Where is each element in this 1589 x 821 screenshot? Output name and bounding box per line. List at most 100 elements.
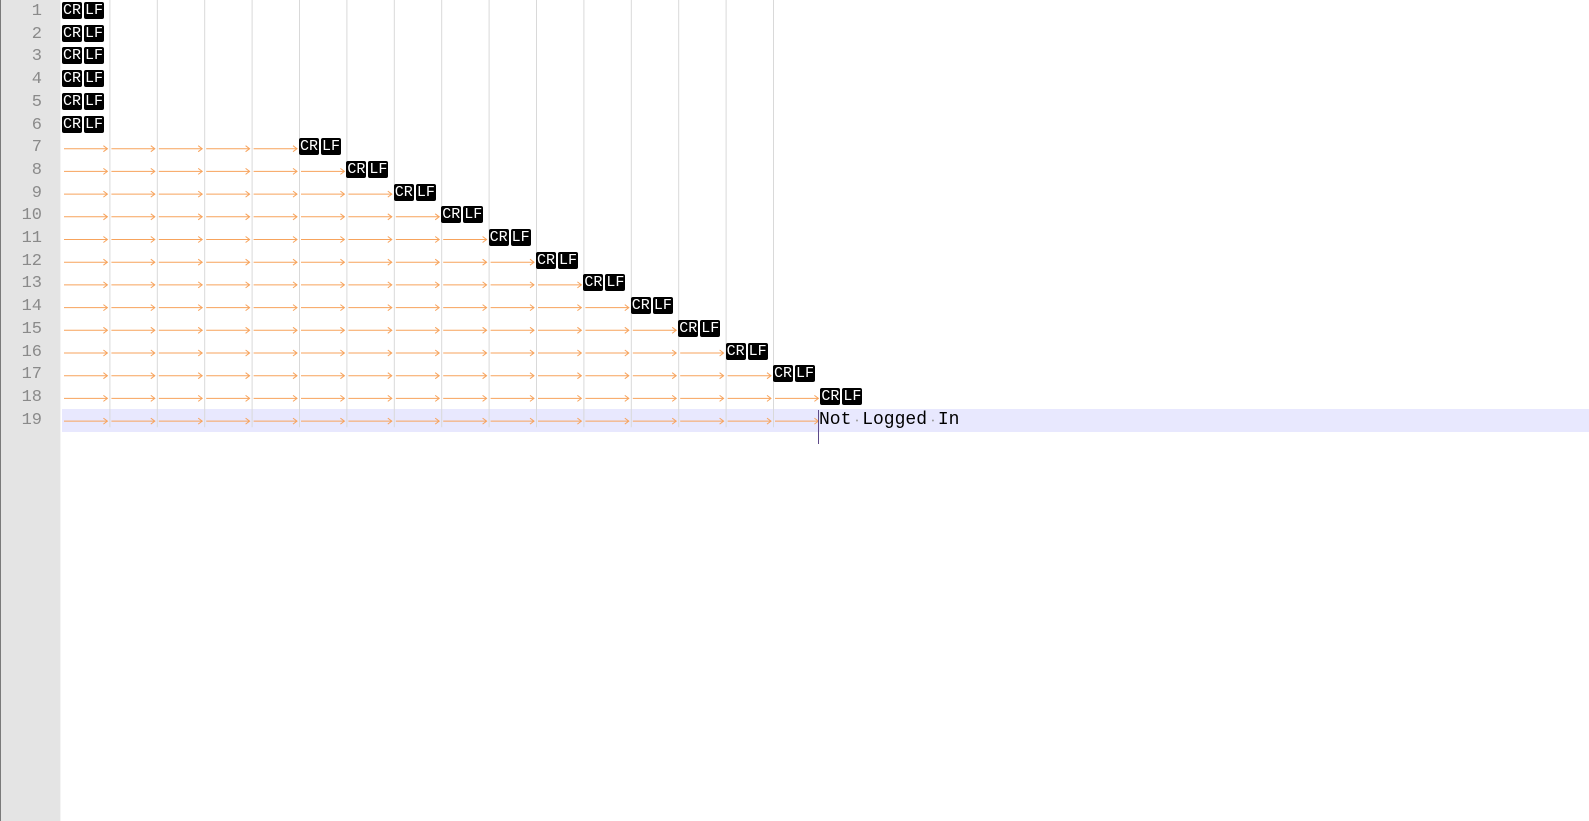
tab-arrow — [348, 417, 393, 425]
tab-arrow — [395, 394, 441, 402]
tab-arrow — [538, 281, 583, 289]
cr-token: CR — [725, 342, 746, 360]
tab-arrow — [348, 236, 393, 243]
tab-arrow — [395, 281, 441, 289]
tab-arrow — [727, 372, 772, 380]
tab-arrow — [111, 190, 156, 198]
tab-arrow — [111, 145, 156, 153]
tab-arrow — [158, 372, 204, 380]
tab-arrow — [585, 349, 630, 357]
eol-marker: CR LF — [725, 342, 768, 360]
cr-token: CR — [62, 70, 83, 88]
tab-arrow — [443, 349, 488, 357]
tab-arrow — [64, 417, 109, 425]
lf-token: LF — [842, 387, 863, 405]
tab-arrow — [395, 326, 441, 334]
tab-arrow — [490, 281, 535, 289]
line-number: 8 — [31, 160, 42, 180]
lf-token: LF — [321, 138, 342, 156]
tab-arrow — [538, 417, 583, 425]
tab-arrow — [206, 281, 251, 289]
tab-arrow — [301, 372, 346, 380]
tab-arrow — [490, 372, 535, 380]
tab-arrow — [158, 167, 204, 175]
tab-arrow — [301, 304, 346, 312]
tab-arrow — [585, 304, 630, 312]
tab-arrow — [158, 417, 204, 425]
line-number: 12 — [21, 251, 42, 271]
line-number: 16 — [21, 342, 42, 362]
line-number: 7 — [31, 138, 42, 158]
tab-arrow — [348, 281, 393, 289]
tab-arrow — [680, 372, 725, 380]
tab-arrow — [301, 349, 346, 357]
lf-token: LF — [463, 206, 484, 224]
tab-arrow — [206, 349, 251, 357]
tab-arrow — [301, 236, 346, 243]
line-19-text: Not Logged In — [819, 410, 960, 430]
line-number: 15 — [21, 319, 42, 339]
tab-arrow — [158, 304, 204, 312]
tab-arrow — [632, 417, 678, 425]
tab-arrow — [64, 190, 109, 198]
eol-marker: CR LF — [62, 47, 105, 65]
tab-arrow — [253, 349, 298, 357]
cr-token: CR — [488, 229, 509, 246]
tab-arrow — [443, 258, 488, 266]
tab-arrow — [443, 304, 488, 312]
tab-arrow — [206, 372, 251, 380]
tab-arrow — [395, 372, 441, 380]
tab-arrow — [253, 145, 298, 153]
tab-arrow — [585, 394, 630, 402]
tab-arrow — [158, 145, 204, 153]
tab-arrow — [64, 258, 109, 266]
tab-arrow — [158, 190, 204, 198]
tab-arrow — [443, 326, 488, 334]
line-number-gutter[interactable]: 1 2 3 4 5 6 7 8 9 10 11 12 13 14 15 16 17 18 19 — [0, 0, 61, 821]
tab-arrow — [395, 349, 441, 357]
tab-arrow — [253, 281, 298, 289]
tab-arrow — [490, 304, 535, 312]
space-dot — [855, 419, 858, 422]
lf-token: LF — [700, 319, 721, 337]
tab-arrow — [727, 394, 772, 402]
tab-arrow — [158, 236, 204, 243]
tab-arrow — [206, 394, 251, 402]
tab-arrow — [64, 281, 109, 289]
cr-token: CR — [536, 251, 557, 269]
tab-arrow — [538, 304, 583, 312]
line-number: 17 — [21, 365, 42, 385]
tab-arrow — [111, 326, 156, 334]
tab-arrow — [253, 167, 298, 175]
tab-arrow — [111, 417, 156, 425]
tab-arrow — [395, 213, 441, 221]
tab-arrow — [64, 236, 109, 243]
tab-arrow — [111, 167, 156, 175]
tab-arrow — [538, 394, 583, 402]
tab-arrow — [64, 326, 109, 334]
tab-arrow — [348, 258, 393, 266]
tab-arrow — [64, 167, 109, 175]
tab-arrow — [158, 281, 204, 289]
tab-arrow — [538, 326, 583, 334]
cr-token: CR — [62, 2, 83, 19]
tab-arrow — [348, 213, 393, 221]
line-number: 11 — [21, 229, 42, 248]
tab-arrow — [206, 326, 251, 334]
tab-arrow — [206, 167, 251, 175]
line-number: 5 — [31, 92, 42, 112]
tab-arrow — [206, 213, 251, 221]
line-number: 10 — [21, 206, 42, 226]
line-number: 6 — [31, 115, 42, 135]
tab-arrow — [775, 394, 820, 402]
eol-marker: CR LF — [346, 160, 389, 178]
tab-arrow — [64, 213, 109, 221]
tab-arrow — [348, 349, 393, 357]
tab-arrow — [585, 417, 630, 425]
line-number: 19 — [21, 410, 42, 430]
tab-arrow — [206, 145, 251, 153]
tab-arrow — [443, 372, 488, 380]
